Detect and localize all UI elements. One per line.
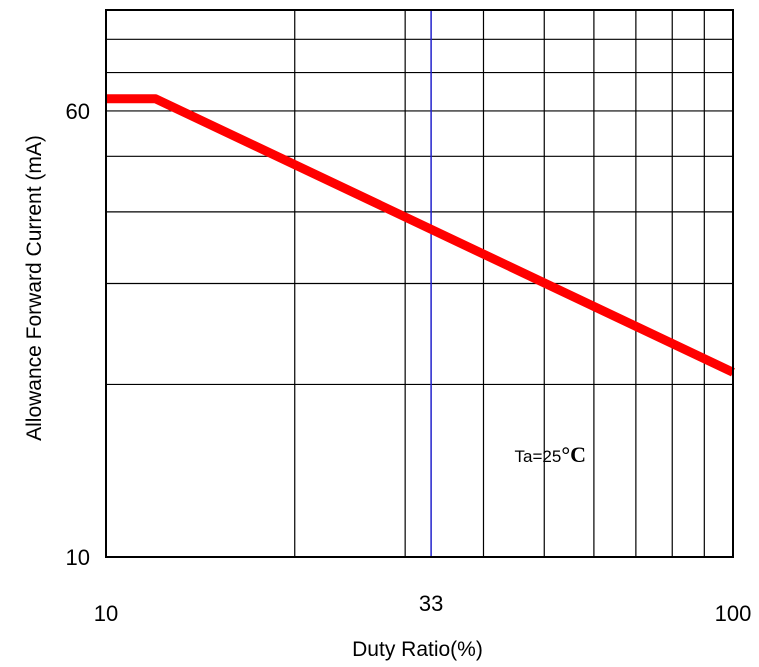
x-tick-label: 100 <box>715 601 752 626</box>
plot-frame <box>105 9 734 558</box>
annotations: Ta=25°C <box>515 442 586 467</box>
x-tick-label: 10 <box>94 601 118 626</box>
y-axis-title: Allowance Forward Current (mA) <box>23 135 46 441</box>
y-tick-label: 60 <box>66 99 90 124</box>
annotation-unit: °C <box>561 442 586 467</box>
y-tick-labels: 10 60 <box>66 99 90 570</box>
series-group <box>106 94 735 377</box>
y-tick-label: 10 <box>66 545 90 570</box>
grid <box>105 9 734 558</box>
x-tick-labels: 10 33 100 <box>94 591 752 626</box>
annotation-text: Ta=25°C <box>515 442 586 467</box>
series-line <box>106 94 735 377</box>
x-tick-label: 33 <box>419 591 443 616</box>
x-axis-title: Duty Ratio(%) <box>352 638 483 661</box>
